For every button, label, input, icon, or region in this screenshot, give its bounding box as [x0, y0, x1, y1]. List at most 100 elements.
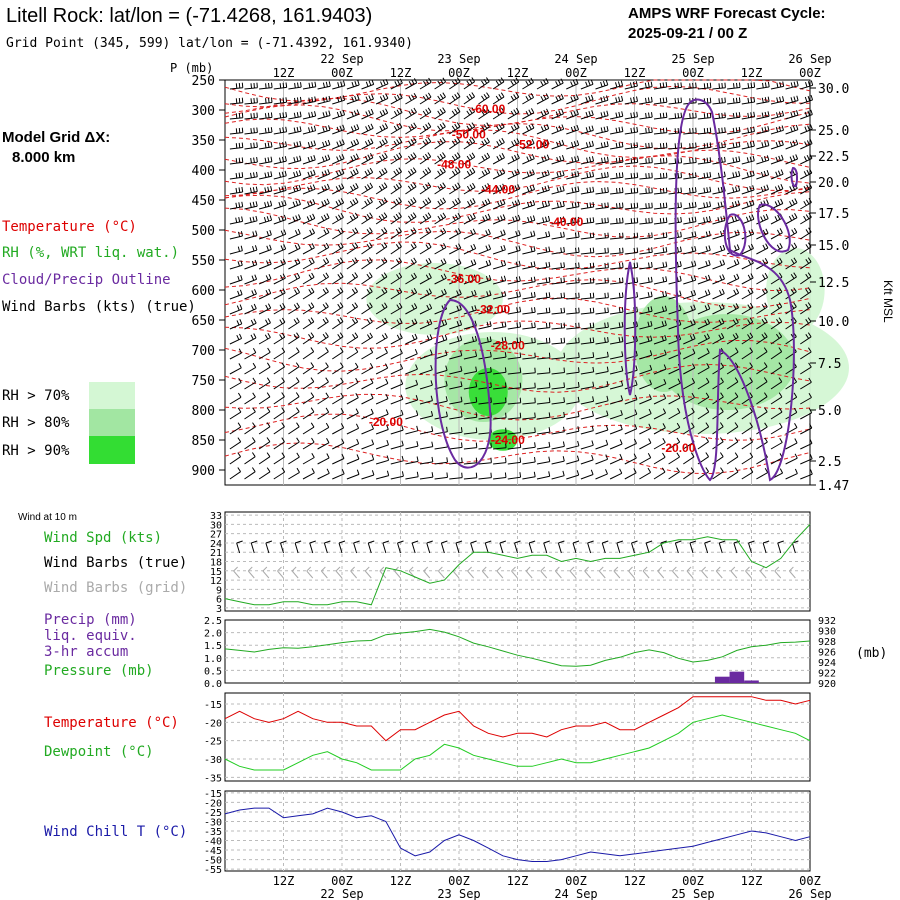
height-tick-label: 17.5 — [818, 207, 849, 222]
height-tick-label: 1.47 — [818, 479, 849, 494]
wind-barb — [317, 81, 331, 90]
wind-barb — [273, 288, 286, 300]
wind-barb — [361, 242, 373, 255]
temperature-contour — [224, 118, 811, 150]
wind-barb — [405, 456, 419, 465]
wind-barb — [361, 378, 374, 390]
wind-barb — [610, 321, 624, 330]
wind-barb — [361, 424, 374, 435]
wind-barb — [683, 112, 697, 120]
wind-barb — [756, 332, 768, 345]
wind-barb — [756, 362, 768, 375]
wind-barb — [726, 437, 739, 450]
wind-barb — [332, 332, 344, 345]
wind-barb — [390, 394, 404, 405]
wind-barb — [419, 441, 434, 450]
wind-barb — [726, 332, 739, 345]
wind-barb — [273, 377, 285, 390]
wind-barb — [566, 382, 580, 390]
pressure-tick-label: 700 — [192, 344, 215, 359]
wind-barb — [551, 397, 565, 405]
legend-cloud: Cloud/Precip Outline — [2, 272, 171, 288]
temperature-contour — [224, 141, 811, 170]
wind-barb — [375, 227, 388, 240]
wind-barb — [361, 123, 374, 135]
wind-barb — [273, 244, 287, 255]
wind-barb — [478, 259, 492, 270]
pressure-tick-label: 750 — [192, 374, 215, 389]
wind-barb — [507, 472, 522, 480]
wind-barb — [770, 125, 784, 135]
wind-barb — [332, 242, 344, 255]
surface-wind-barb-true — [338, 540, 346, 554]
wind-barb — [492, 229, 506, 240]
wind-barb — [522, 367, 536, 375]
wind-barb — [434, 319, 448, 330]
wind-barb — [449, 350, 463, 360]
wind-barb — [317, 169, 331, 180]
wind10m-title: Wind at 10 m — [18, 512, 77, 523]
precip-bars — [714, 671, 759, 683]
wind-barb — [463, 137, 476, 150]
wind-barb — [639, 262, 653, 270]
wind-barb — [726, 258, 740, 270]
wind-barb — [770, 407, 783, 420]
wind-barb — [712, 215, 726, 225]
wind-barb — [449, 304, 462, 315]
wind-barbs-true-legend: Wind Barbs (true) — [44, 555, 187, 571]
wind-barb — [668, 172, 682, 180]
wind-barb — [288, 214, 301, 225]
wind-barb — [317, 183, 330, 195]
wind-barb — [317, 198, 330, 210]
wind-barb — [756, 317, 768, 330]
legend-rh: RH (%, WRT liq. wat.) — [2, 245, 179, 261]
wind-barb — [551, 216, 565, 225]
wind-barb — [697, 377, 710, 390]
wind-barb — [609, 424, 623, 435]
wind-barb — [302, 140, 316, 150]
wind-barb — [580, 247, 595, 255]
wind-barb — [800, 423, 813, 435]
wind-barb — [683, 289, 697, 300]
top-hour-label: 00Z — [565, 66, 587, 80]
wind-barb — [463, 259, 477, 270]
wind-barb — [288, 362, 300, 375]
wind-barbs — [229, 77, 814, 480]
wind-barb — [405, 78, 418, 90]
wind-barb — [536, 322, 551, 330]
wind-barb — [595, 351, 609, 360]
wind-barb — [419, 349, 433, 360]
wind-barb — [273, 82, 288, 90]
wind-barb — [288, 199, 301, 210]
wind-barb — [463, 107, 476, 120]
wind-barb — [288, 422, 300, 435]
wind-barb — [449, 396, 463, 405]
wind-chill-tick-label: -30 — [204, 817, 222, 828]
wind-barb — [756, 125, 770, 135]
surface-wind-barb-grid — [628, 566, 635, 579]
wind-barb — [492, 107, 505, 120]
wind-barb — [405, 197, 417, 210]
wind-barb — [405, 137, 417, 150]
wind-barb — [288, 184, 302, 195]
wind-barb — [756, 243, 769, 255]
wind-barb — [478, 213, 491, 225]
wind-barb — [273, 317, 286, 330]
wind-barb — [463, 152, 476, 165]
wind-barb — [492, 290, 507, 300]
precip-bar — [729, 671, 745, 683]
wind-barb — [551, 139, 565, 150]
wind-barb — [668, 157, 683, 165]
wind-barb — [332, 347, 344, 360]
grid-point-label: Grid Point (345, 599) lat/lon = (-71.439… — [6, 36, 413, 51]
surface-wind-barb-grid — [496, 566, 504, 579]
wind-barb — [229, 97, 244, 105]
surface-wind-barb-true — [631, 540, 638, 554]
wind-barb — [288, 332, 300, 345]
surface-wind-barb-true — [777, 540, 784, 554]
surface-wind-barb-grid — [306, 566, 314, 579]
wind-barb — [653, 276, 668, 285]
wind-barb — [726, 303, 739, 315]
